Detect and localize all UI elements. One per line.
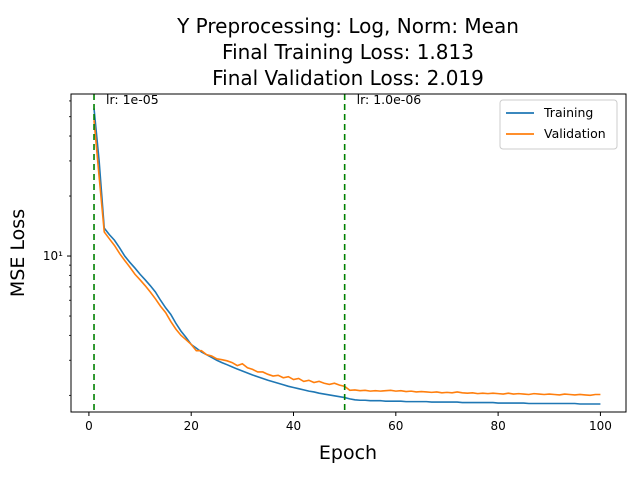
- series-line-training: [93, 108, 601, 405]
- plot-area: [93, 94, 601, 412]
- lr-annotation-2: lr: 1.0e-06: [357, 92, 422, 107]
- series-line-validation: [93, 120, 601, 397]
- x-tick-label-40: 40: [286, 419, 301, 433]
- legend-label-training: Training: [543, 105, 593, 120]
- plot-frame: [70, 93, 627, 413]
- x-tick-label-60: 60: [388, 419, 403, 433]
- lr-annotation-1: lr: 1e-05: [106, 92, 159, 107]
- y-tick-label-10: 10¹: [43, 249, 63, 263]
- chart-title: Y Preprocessing: Log, Norm: Mean Final T…: [176, 14, 519, 90]
- chart-title-line-2: Final Training Loss: 1.813: [222, 40, 474, 64]
- x-tick-label-80: 80: [490, 419, 505, 433]
- chart-title-line-3: Final Validation Loss: 2.019: [212, 66, 484, 90]
- x-axis-label: Epoch: [319, 442, 377, 464]
- legend: Training Validation: [499, 99, 618, 150]
- x-tick-label-0: 0: [85, 419, 93, 433]
- chart-title-line-1: Y Preprocessing: Log, Norm: Mean: [176, 14, 519, 38]
- x-tick-label-20: 20: [184, 419, 199, 433]
- legend-label-validation: Validation: [544, 126, 606, 141]
- y-axis-label: MSE Loss: [7, 209, 29, 297]
- x-tick-label-100: 100: [589, 419, 612, 433]
